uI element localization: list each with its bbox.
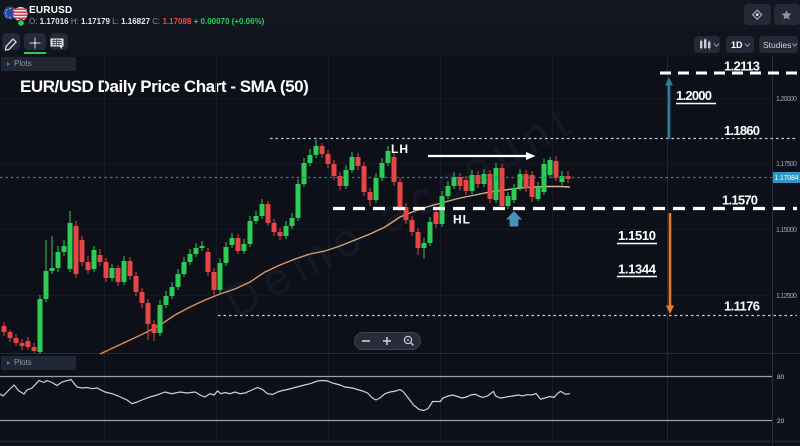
svg-text:1.17500: 1.17500	[776, 161, 797, 168]
svg-text:1.2000: 1.2000	[676, 88, 712, 103]
svg-text:1.15000: 1.15000	[776, 227, 797, 234]
svg-text:1D: 1D	[731, 40, 743, 50]
svg-text:1.1344: 1.1344	[618, 262, 657, 277]
svg-text:1.12500: 1.12500	[776, 293, 797, 300]
svg-text:1.1176: 1.1176	[724, 299, 760, 314]
svg-text:80: 80	[777, 374, 785, 381]
svg-text:1.20000: 1.20000	[776, 96, 797, 103]
svg-text:20: 20	[777, 418, 785, 425]
svg-text:1.1510: 1.1510	[618, 228, 656, 243]
svg-text:1.17084: 1.17084	[775, 175, 799, 182]
svg-text:1.2113: 1.2113	[724, 59, 760, 74]
svg-text:HL: HL	[453, 213, 470, 227]
svg-text:1.1570: 1.1570	[722, 193, 758, 208]
svg-text:1.1860: 1.1860	[724, 123, 760, 138]
svg-text:Studies: Studies	[763, 40, 791, 50]
svg-text:LH: LH	[391, 142, 408, 156]
